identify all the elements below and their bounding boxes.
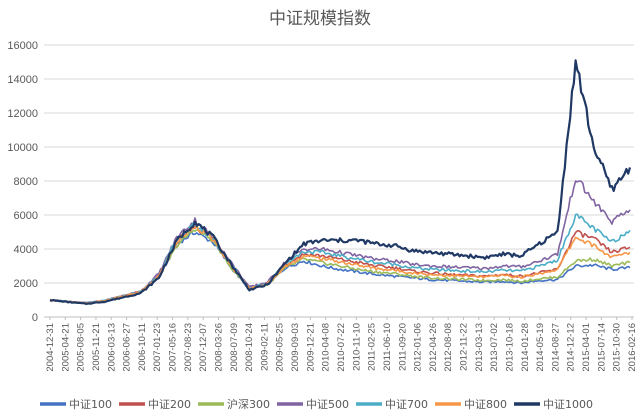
x-tick-label: 2015-10-30 bbox=[612, 323, 623, 372]
x-tick-label: 2005-11-21 bbox=[91, 323, 102, 371]
x-tick-label: 2008-07-09 bbox=[229, 323, 240, 372]
x-tick-label: 2007-05-16 bbox=[168, 323, 179, 372]
x-tick-label: 2012-11-22 bbox=[459, 323, 470, 371]
x-tick-label: 2007-08-23 bbox=[183, 323, 194, 372]
legend-label: 中证200 bbox=[148, 398, 191, 411]
x-tick-label: 2014-12-12 bbox=[566, 323, 577, 372]
series-line bbox=[49, 180, 631, 304]
y-tick-label: 8000 bbox=[14, 176, 38, 188]
x-tick-label: 2010-11-10 bbox=[351, 323, 362, 371]
x-tick-label: 2014-01-28 bbox=[520, 323, 531, 372]
y-tick-label: 10000 bbox=[7, 142, 38, 154]
legend-entry: 中证200 bbox=[119, 398, 191, 411]
x-tick-label: 2014-08-27 bbox=[550, 323, 561, 372]
x-tick-label: 2013-07-02 bbox=[489, 323, 500, 372]
legend-entry: 中证800 bbox=[435, 398, 507, 411]
x-tick-label: 2015-07-14 bbox=[596, 323, 607, 372]
legend-label: 沪深300 bbox=[227, 397, 270, 411]
x-tick-label: 2004-12-31 bbox=[45, 323, 56, 372]
x-tick-label: 2007-12-07 bbox=[198, 323, 209, 372]
x-tick-label: 2013-03-13 bbox=[474, 323, 485, 372]
series-line bbox=[49, 59, 632, 306]
x-tick-label: 2009-05-25 bbox=[275, 323, 286, 372]
series-lines bbox=[49, 59, 632, 306]
x-tick-label: 2011-02-25 bbox=[367, 323, 378, 371]
legend-entry: 中证100 bbox=[40, 398, 112, 411]
gridlines bbox=[44, 44, 634, 318]
x-tick-label: 2010-07-22 bbox=[336, 323, 347, 372]
x-tick-label: 2005-04-21 bbox=[60, 323, 71, 372]
x-tick-label: 2009-12-21 bbox=[305, 323, 316, 372]
x-tick-label: 2011-06-10 bbox=[382, 323, 393, 371]
legend-label: 中证100 bbox=[69, 398, 112, 411]
y-tick-label: 16000 bbox=[7, 40, 38, 52]
legend-entry: 中证700 bbox=[356, 398, 428, 411]
legend-entry: 中证1000 bbox=[514, 398, 593, 411]
x-tick-label: 2005-08-05 bbox=[76, 323, 87, 372]
legend-label: 中证700 bbox=[385, 398, 428, 411]
x-tick-label: 2014-05-19 bbox=[535, 323, 546, 372]
x-tick-label: 2016-02-16 bbox=[627, 323, 638, 372]
x-axis-ticks: 2004-12-31 2005-04-21 2005-08-05 2005-11-21… bbox=[45, 317, 638, 372]
x-tick-label: 2009-09-03 bbox=[290, 323, 301, 372]
x-tick-label: 2010-04-08 bbox=[321, 323, 332, 372]
x-tick-label: 2006-06-27 bbox=[122, 323, 133, 372]
legend-label: 中证500 bbox=[306, 398, 349, 411]
y-tick-label: 14000 bbox=[7, 74, 38, 86]
x-tick-label: 2007-01-23 bbox=[152, 323, 163, 372]
y-axis-ticks: 0 2000 4000 6000 8000 10000 12000 14000 16000 bbox=[7, 40, 38, 324]
y-tick-label: 6000 bbox=[14, 210, 38, 222]
x-tick-label: 2011-09-20 bbox=[397, 323, 408, 371]
y-tick-label: 0 bbox=[32, 312, 38, 324]
x-tick-label: 2009-02-11 bbox=[259, 323, 270, 371]
y-tick-label: 4000 bbox=[14, 244, 38, 256]
x-tick-label: 2012-01-06 bbox=[413, 323, 424, 372]
legend-entry: 沪深300 bbox=[198, 397, 270, 411]
legend-entry: 中证500 bbox=[277, 398, 349, 411]
x-tick-label: 2008-03-26 bbox=[213, 323, 224, 372]
x-tick-label: 2013-10-18 bbox=[504, 323, 515, 372]
x-tick-label: 2015-04-01 bbox=[581, 323, 592, 372]
chart-title: 中证规模指数 bbox=[269, 9, 371, 29]
legend-label: 中证800 bbox=[464, 398, 507, 411]
legend: 中证100 中证200 沪深300 中证500 中证700 中证800 中证1000 bbox=[40, 397, 593, 411]
x-tick-label: 2012-04-26 bbox=[428, 323, 439, 372]
x-tick-label: 2012-08-08 bbox=[443, 323, 454, 372]
x-tick-label: 2006-03-13 bbox=[106, 323, 117, 372]
y-tick-label: 12000 bbox=[7, 108, 38, 120]
legend-label: 中证1000 bbox=[543, 398, 593, 411]
x-tick-label: 2008-10-24 bbox=[244, 323, 255, 372]
y-tick-label: 2000 bbox=[14, 278, 38, 290]
x-tick-label: 2006-10-11 bbox=[137, 323, 148, 371]
